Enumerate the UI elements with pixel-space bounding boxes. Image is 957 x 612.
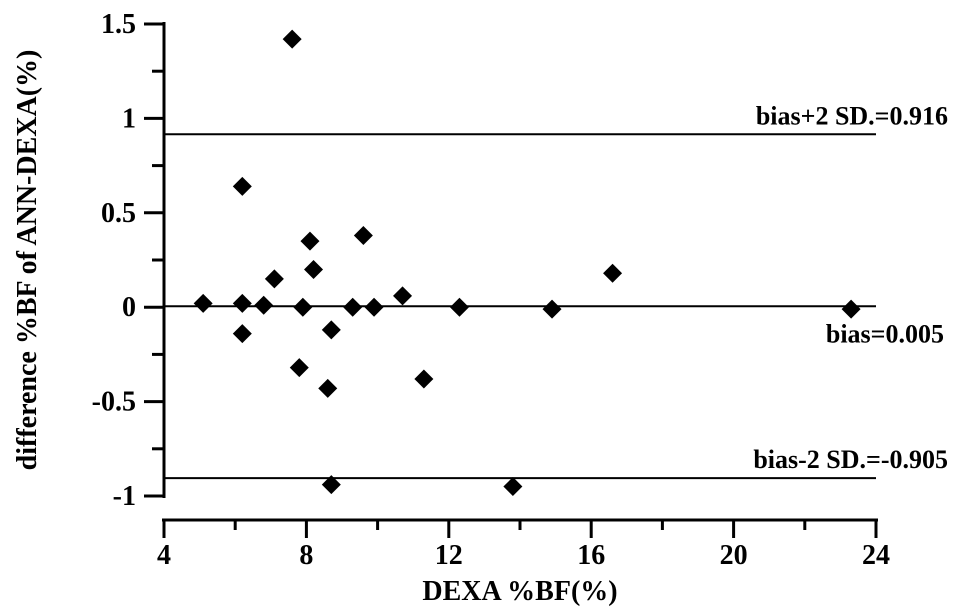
y-tick-label: -0.5: [92, 387, 136, 418]
data-point-diamond: [449, 297, 469, 317]
data-point-diamond: [321, 475, 341, 495]
data-point-diamond: [503, 477, 523, 497]
x-tick-label: 16: [577, 540, 605, 571]
data-point-diamond: [364, 297, 384, 317]
data-point-diamond: [603, 263, 623, 283]
data-point-diamond: [841, 299, 861, 319]
reference-line-label: bias+2 SD.=0.916: [756, 101, 948, 130]
axes: [144, 22, 878, 538]
data-point-diamond: [343, 297, 363, 317]
data-point-diamond: [232, 324, 252, 344]
x-tick-label: 24: [862, 540, 890, 571]
data-point-diamond: [232, 176, 252, 196]
x-tick-label: 12: [435, 540, 463, 571]
data-point-diamond: [193, 293, 213, 313]
y-axis-label: difference %BF of ANN-DEXA(%): [12, 50, 43, 471]
tick-labels: -1 -0.5 0 0.5 1 1.5 4 8 12 16 20 24: [92, 9, 890, 571]
data-point-diamond: [232, 293, 252, 313]
data-point-diamond: [304, 259, 324, 279]
data-point-diamond: [318, 378, 338, 398]
x-axis-label: DEXA %BF(%): [422, 576, 617, 607]
data-point-diamond: [393, 286, 413, 306]
data-point-diamond: [353, 225, 373, 245]
data-point-diamond: [542, 299, 562, 319]
y-tick-label: -1: [113, 481, 136, 512]
reference-lines: bias+2 SD.=0.916 bias=0.005 bias-2 SD.=-0.…: [164, 101, 948, 480]
data-point-diamond: [282, 29, 302, 49]
y-tick-label: 1.5: [101, 9, 136, 40]
data-point-diamond: [254, 295, 274, 315]
x-tick-label: 20: [720, 540, 748, 571]
data-points: [193, 29, 861, 497]
y-tick-label: 0.5: [101, 198, 136, 229]
reference-line-label: bias-2 SD.=-0.905: [753, 445, 948, 474]
data-point-diamond: [300, 231, 320, 251]
data-point-diamond: [414, 369, 434, 389]
y-tick-label: 0: [122, 292, 136, 323]
reference-line-label: bias=0.005: [826, 319, 944, 348]
x-tick-label: 4: [157, 540, 171, 571]
data-point-diamond: [293, 297, 313, 317]
data-point-diamond: [321, 320, 341, 340]
data-point-diamond: [264, 269, 284, 289]
y-tick-label: 1: [122, 103, 136, 134]
x-tick-label: 8: [299, 540, 313, 571]
data-point-diamond: [289, 358, 309, 378]
